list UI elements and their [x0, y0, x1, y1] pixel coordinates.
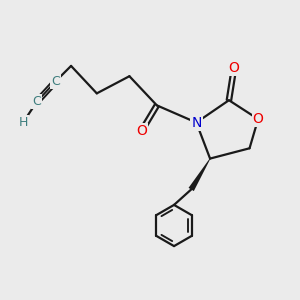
Polygon shape: [189, 158, 210, 191]
Text: O: O: [229, 61, 239, 75]
Text: O: O: [136, 124, 147, 138]
Text: N: N: [191, 116, 202, 130]
Text: C: C: [51, 75, 60, 88]
Text: O: O: [253, 112, 264, 126]
Text: C: C: [32, 95, 41, 108]
Text: H: H: [18, 116, 28, 129]
